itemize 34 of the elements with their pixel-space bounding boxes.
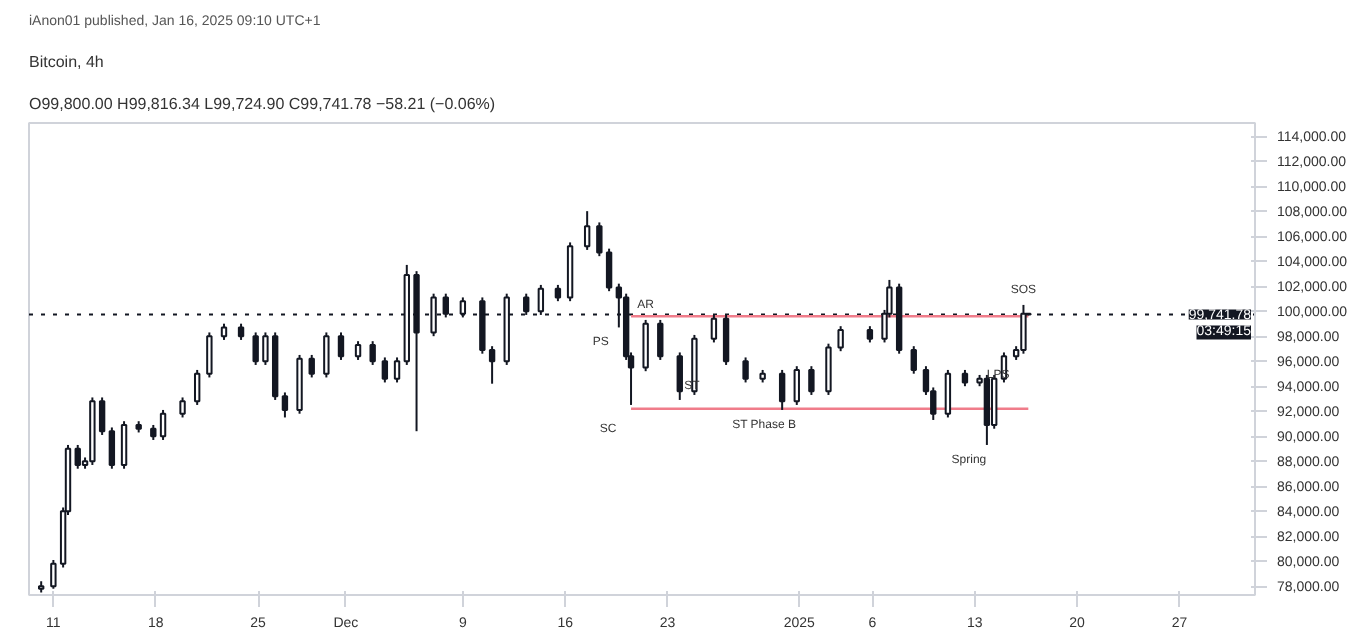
candlestick (742, 356, 749, 384)
chart-title: Bitcoin, 4h (29, 53, 104, 71)
candlestick (369, 340, 376, 366)
chart-subtitle: O99,800.00 H99,816.34 L99,724.90 C99,741.78 −58.21 (−0.06%) (29, 95, 496, 113)
candlestick (120, 420, 128, 470)
candlestick (108, 426, 116, 470)
candlestick (179, 396, 186, 419)
candlestick (281, 391, 289, 419)
candlestick (193, 368, 201, 406)
candlestick (74, 443, 81, 470)
candlestick (323, 331, 330, 379)
candlestick (793, 365, 800, 406)
candlestick (583, 210, 591, 251)
candlestick (459, 296, 467, 319)
candlestick (808, 365, 815, 396)
candlestick (381, 356, 389, 384)
candlestick (657, 318, 664, 361)
candlestick (337, 331, 345, 361)
candlestick (837, 325, 844, 353)
candlestick (596, 221, 603, 258)
candlestick (308, 353, 315, 379)
candlestick (605, 247, 613, 293)
candlestick (159, 408, 167, 441)
candlestick (393, 356, 401, 384)
candlestick (825, 342, 832, 396)
candlestick (642, 318, 649, 373)
candlestick (910, 345, 917, 375)
candlestick (354, 340, 362, 361)
candlestick (50, 558, 57, 590)
candlestick (983, 373, 991, 446)
candlestick (206, 331, 213, 379)
candlestick (944, 368, 952, 419)
candlestick (778, 368, 786, 411)
candlestick (676, 351, 683, 401)
